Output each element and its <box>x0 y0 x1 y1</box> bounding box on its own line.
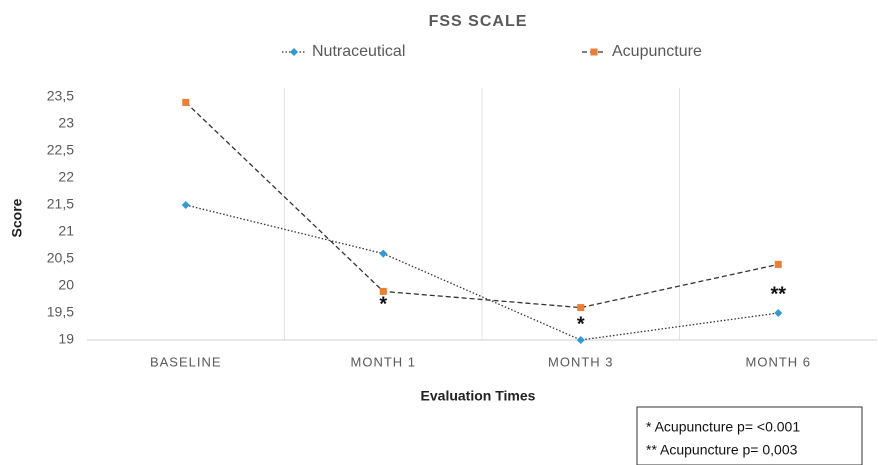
series-line <box>185 204 779 341</box>
marker <box>182 98 190 106</box>
marker <box>379 249 388 258</box>
x-tick-label: MONTH 6 <box>746 354 812 369</box>
chart-title: FSS SCALE <box>429 13 528 30</box>
marker <box>290 48 298 56</box>
note: * Acupuncture p= <0.001 <box>646 419 800 435</box>
note: ** Acupuncture p= 0,003 <box>646 442 798 458</box>
marker <box>576 336 585 344</box>
marker <box>577 304 585 312</box>
notes-box <box>636 406 863 465</box>
y-tick-label: 21,5 <box>47 196 74 212</box>
y-tick-label: 19 <box>58 331 74 347</box>
series-line <box>185 101 779 309</box>
legend-label: Nutraceutical <box>312 43 405 60</box>
y-tick-label: 22 <box>58 169 74 185</box>
marker <box>590 48 598 56</box>
annotation: * <box>379 293 387 315</box>
y-tick-label: 21 <box>58 223 74 239</box>
y-tick-label: 20,5 <box>47 250 74 266</box>
y-tick-label: 20 <box>58 277 74 293</box>
marker <box>774 260 782 268</box>
marker <box>774 309 783 317</box>
y-axis-title: Score <box>9 198 25 237</box>
y-tick-label: 23,5 <box>47 88 74 104</box>
x-tick-label: MONTH 1 <box>351 354 417 369</box>
x-axis-title: Evaluation Times <box>421 388 536 404</box>
y-tick-label: 23 <box>58 115 74 131</box>
x-tick-label: BASELINE <box>150 354 222 369</box>
legend-label: Acupuncture <box>612 43 702 60</box>
annotation: * <box>577 313 585 335</box>
y-tick-label: 19,5 <box>47 304 74 320</box>
marker <box>181 201 190 209</box>
marker <box>379 287 387 295</box>
y-tick-label: 22,5 <box>47 142 74 158</box>
x-tick-label: MONTH 3 <box>548 354 614 369</box>
annotation: ** <box>770 283 786 305</box>
